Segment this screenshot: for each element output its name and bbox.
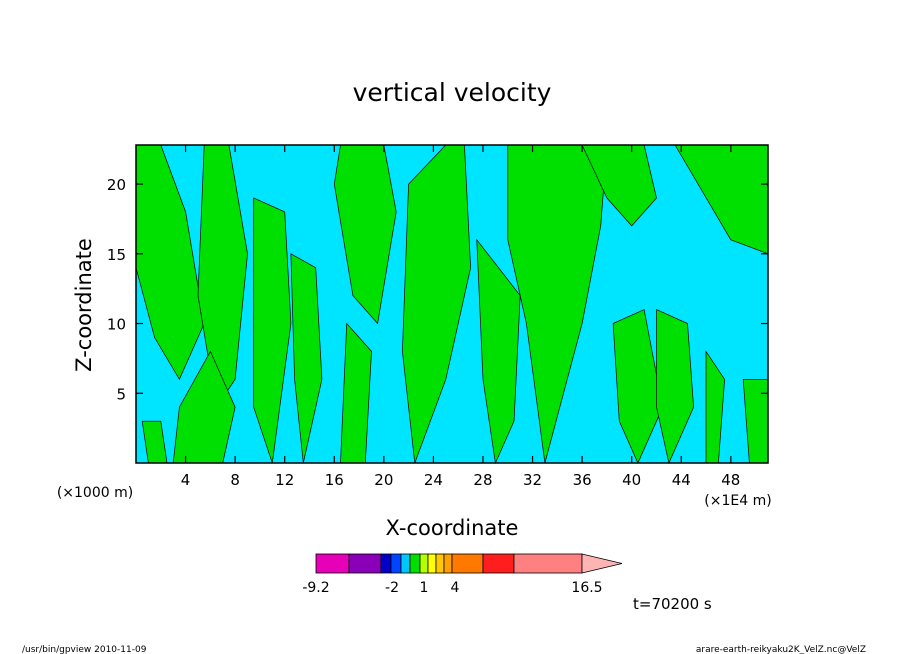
y-unit-note: (×1000 m) [57,485,133,501]
colorbar-segment-9 [443,553,453,574]
y-tick-label-3: 20 [107,176,126,194]
colorbar-segment-8 [435,553,445,574]
footer-left: /usr/bin/gpview 2010-11-09 [22,645,147,654]
colorbar-segment-7 [427,553,437,574]
colorbar-label-0: -9.2 [302,580,329,596]
colorbar-segment-5 [409,553,421,574]
contour-region-2 [253,197,292,464]
x-tick-label-11: 48 [721,471,740,489]
footer-right: arare-earth-reikyaku2K_VelZ.nc@VelZ [696,645,866,654]
colorbar-label-3: 4 [451,580,460,596]
x-tick-label-2: 12 [275,471,294,489]
x-tick-label-0: 4 [181,471,191,489]
colorbar-segment-10 [451,553,484,574]
x-tick-label-9: 40 [622,471,641,489]
x-axis-label: X-coordinate [386,516,519,540]
colorbar-segment-12 [513,553,583,574]
colorbar-extend-arrow [581,553,623,574]
contour-region-11 [612,309,664,464]
chart-title: vertical velocity [353,78,552,107]
x-tick-label-10: 44 [672,471,691,489]
x-tick-label-8: 36 [573,471,592,489]
x-tick-label-6: 28 [473,471,492,489]
colorbar-segment-0 [315,553,350,574]
y-axis-label: Z-coordinate [72,238,96,372]
x-tick-label-5: 24 [424,471,443,489]
contour-region-4 [290,253,323,464]
colorbar-label-4: 16.5 [571,580,602,596]
y-tick-label-1: 10 [107,316,126,334]
colorbar [315,553,623,574]
contour-region-8 [476,238,521,465]
colorbar-segment-2 [380,553,392,574]
colorbar-label-1: -2 [385,580,399,596]
colorbar-segment-11 [482,553,515,574]
contour-region-13 [656,309,694,465]
contour-region-0 [135,144,205,381]
time-label: t=70200 s [633,595,712,613]
x-unit-note: (×1E4 m) [704,493,771,509]
colorbar-segment-6 [419,553,429,574]
y-tick-label-0: 5 [116,385,126,403]
colorbar-segment-4 [400,553,411,574]
x-tick-label-7: 32 [523,471,542,489]
plot-frame [135,144,769,464]
colorbar-segment-1 [348,553,382,574]
x-tick-label-3: 16 [325,471,344,489]
x-tick-label-4: 20 [374,471,393,489]
x-tick-label-1: 8 [230,471,240,489]
colorbar-segment-3 [390,553,402,574]
y-tick-label-2: 15 [107,246,126,264]
colorbar-label-2: 1 [420,580,429,596]
